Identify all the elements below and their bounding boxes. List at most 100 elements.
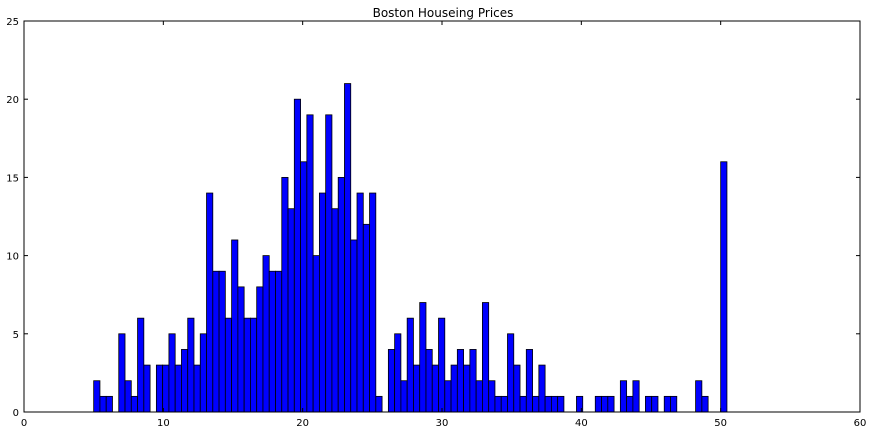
histogram-bar: [488, 380, 496, 413]
histogram-bar: [231, 239, 239, 413]
histogram-bar: [312, 255, 320, 413]
x-tick-label: 60: [854, 418, 867, 429]
histogram-bar: [243, 317, 251, 413]
histogram-bar: [645, 395, 653, 413]
histogram-bar: [419, 302, 427, 413]
histogram-bar: [293, 98, 301, 413]
histogram-bar: [601, 395, 609, 413]
histogram-bar: [632, 380, 640, 413]
histogram-bar: [99, 395, 107, 413]
histogram-bar: [507, 333, 515, 413]
histogram-bar: [431, 364, 439, 413]
histogram-bar: [250, 317, 258, 413]
histogram-bar: [463, 364, 471, 413]
histogram-bar: [356, 192, 364, 413]
histogram-bar: [444, 380, 452, 413]
histogram-bar: [118, 333, 126, 413]
histogram-bar: [362, 223, 370, 413]
histogram-bar: [318, 192, 327, 413]
histogram-bar: [105, 395, 113, 413]
histogram-bar: [626, 395, 634, 413]
x-axis-ticks: 0 10 20 30 40 50 60: [21, 21, 867, 429]
histogram-bar: [469, 349, 477, 413]
histogram-bar: [162, 364, 170, 413]
histogram-bar: [275, 270, 283, 413]
histogram-bar: [212, 270, 220, 413]
y-axis-ticks: 0 5 10 15 20 25: [6, 17, 860, 419]
histogram-bar: [651, 395, 659, 413]
x-tick-label: 10: [157, 418, 170, 429]
histogram-bar: [494, 395, 502, 413]
histogram-bar: [450, 364, 458, 413]
histogram-bar: [168, 333, 176, 413]
histogram-bar: [525, 349, 533, 413]
histogram-bar: [406, 317, 414, 413]
histogram-bar: [124, 380, 132, 413]
histogram-bar: [181, 349, 189, 413]
histogram-bar: [337, 176, 345, 413]
y-tick-label: 15: [6, 173, 19, 184]
histogram-bar: [350, 239, 358, 413]
histogram-bar: [187, 317, 195, 413]
histogram-bar: [281, 176, 289, 413]
x-tick-label: 0: [21, 418, 27, 429]
histogram-bar: [325, 114, 333, 413]
histogram-bar: [199, 333, 207, 413]
histogram-bar: [544, 395, 552, 413]
histogram-bar: [369, 192, 377, 413]
histogram-bar: [130, 395, 138, 413]
histogram-bar: [695, 380, 703, 413]
x-tick-label: 50: [714, 418, 727, 429]
histogram-bar: [174, 364, 182, 413]
histogram-bar: [300, 161, 308, 413]
histogram-bar: [256, 286, 264, 413]
histogram-bar: [720, 161, 728, 413]
x-tick-label: 20: [296, 418, 309, 429]
histogram-bar: [93, 380, 101, 413]
histogram-bar: [268, 270, 276, 413]
histogram-bar: [482, 302, 490, 413]
histogram-bar: [394, 333, 402, 413]
y-tick-label: 10: [6, 252, 19, 263]
histogram-bar: [287, 208, 295, 413]
histogram-bar: [224, 317, 233, 413]
y-tick-label: 20: [6, 95, 19, 106]
x-tick-label: 40: [575, 418, 588, 429]
histogram-bar: [607, 395, 615, 413]
histogram-bar: [425, 349, 433, 413]
histogram-bar: [331, 208, 339, 413]
histogram-bar: [550, 395, 559, 413]
histogram-bar: [155, 364, 164, 413]
histogram-bar: [670, 395, 678, 413]
x-tick-label: 30: [436, 418, 449, 429]
y-tick-label: 5: [13, 330, 19, 341]
histogram-bar: [387, 349, 396, 413]
histogram-bar: [438, 317, 446, 413]
histogram-bar: [237, 286, 245, 413]
histogram-bar: [500, 395, 508, 413]
histogram-bar: [519, 395, 527, 413]
histogram-bar: [513, 364, 521, 413]
histogram-bar: [137, 317, 145, 413]
histogram-bar: [375, 395, 383, 413]
histogram-bar: [538, 364, 546, 413]
histogram-bar: [413, 364, 421, 413]
histogram-bar: [400, 380, 408, 413]
y-tick-label: 25: [6, 17, 19, 28]
histogram-bar: [193, 364, 201, 413]
histogram-bar: [306, 114, 314, 413]
histogram-bar: [262, 255, 270, 413]
histogram-bar: [456, 349, 464, 413]
histogram-bar: [594, 395, 602, 413]
histogram-bar: [701, 395, 709, 413]
histogram-bar: [344, 83, 352, 413]
histogram-bar: [143, 364, 151, 413]
histogram-bar: [218, 270, 226, 413]
y-tick-label: 0: [13, 408, 19, 419]
chart-title: Boston Houseing Prices: [373, 6, 514, 20]
histogram-bar: [663, 395, 671, 413]
histogram-bar: [532, 395, 540, 413]
histogram-bar: [475, 380, 483, 413]
histogram-bar: [557, 395, 565, 413]
